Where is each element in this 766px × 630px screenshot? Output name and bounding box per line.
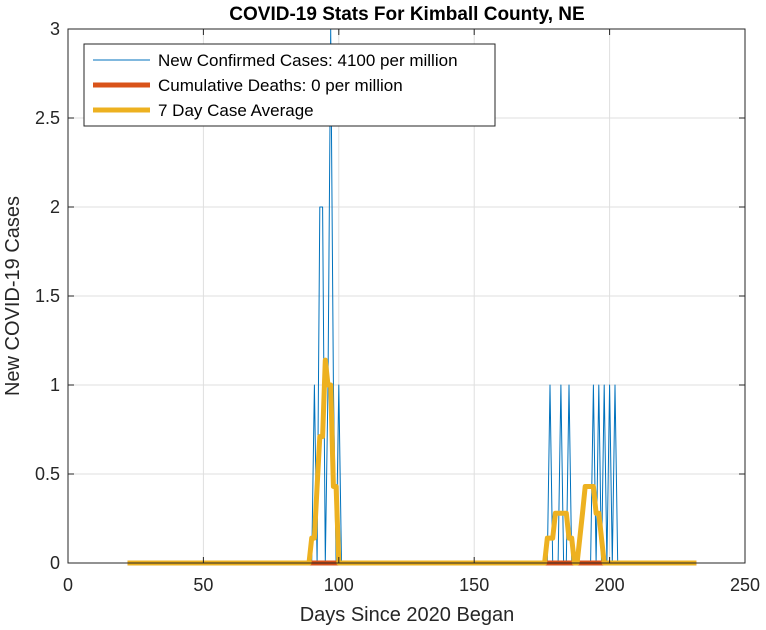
x-tick-label: 250 (730, 575, 760, 595)
y-tick-label: 2 (50, 197, 60, 217)
x-tick-label: 50 (193, 575, 213, 595)
y-axis-title: New COVID-19 Cases (2, 196, 24, 396)
y-tick-label: 0 (50, 553, 60, 573)
x-axis-title: Days Since 2020 Began (300, 604, 515, 626)
tick-layer: 0 50 100 150 200 250 0 0.5 1 1.5 2 2.5 3 (35, 19, 760, 595)
y-tick-label: 0.5 (35, 464, 60, 484)
legend-label-new-cases: New Confirmed Cases: 4100 per million (158, 51, 458, 70)
chart-title: COVID-19 Stats For Kimball County, NE (229, 4, 584, 25)
x-tick-label: 200 (595, 575, 625, 595)
y-tick-label: 1.5 (35, 286, 60, 306)
x-tick-label: 0 (63, 575, 73, 595)
legend-box (83, 43, 496, 127)
y-tick-label: 1 (50, 375, 60, 395)
x-tick-label: 100 (324, 575, 354, 595)
x-tick-label: 150 (459, 575, 489, 595)
legend-label-7day-average: 7 Day Case Average (158, 101, 314, 120)
y-tick-label: 3 (50, 19, 60, 39)
y-tick-label: 2.5 (35, 108, 60, 128)
legend: New Confirmed Cases: 4100 per million Cu… (83, 43, 496, 127)
legend-label-deaths: Cumulative Deaths: 0 per million (158, 76, 403, 95)
